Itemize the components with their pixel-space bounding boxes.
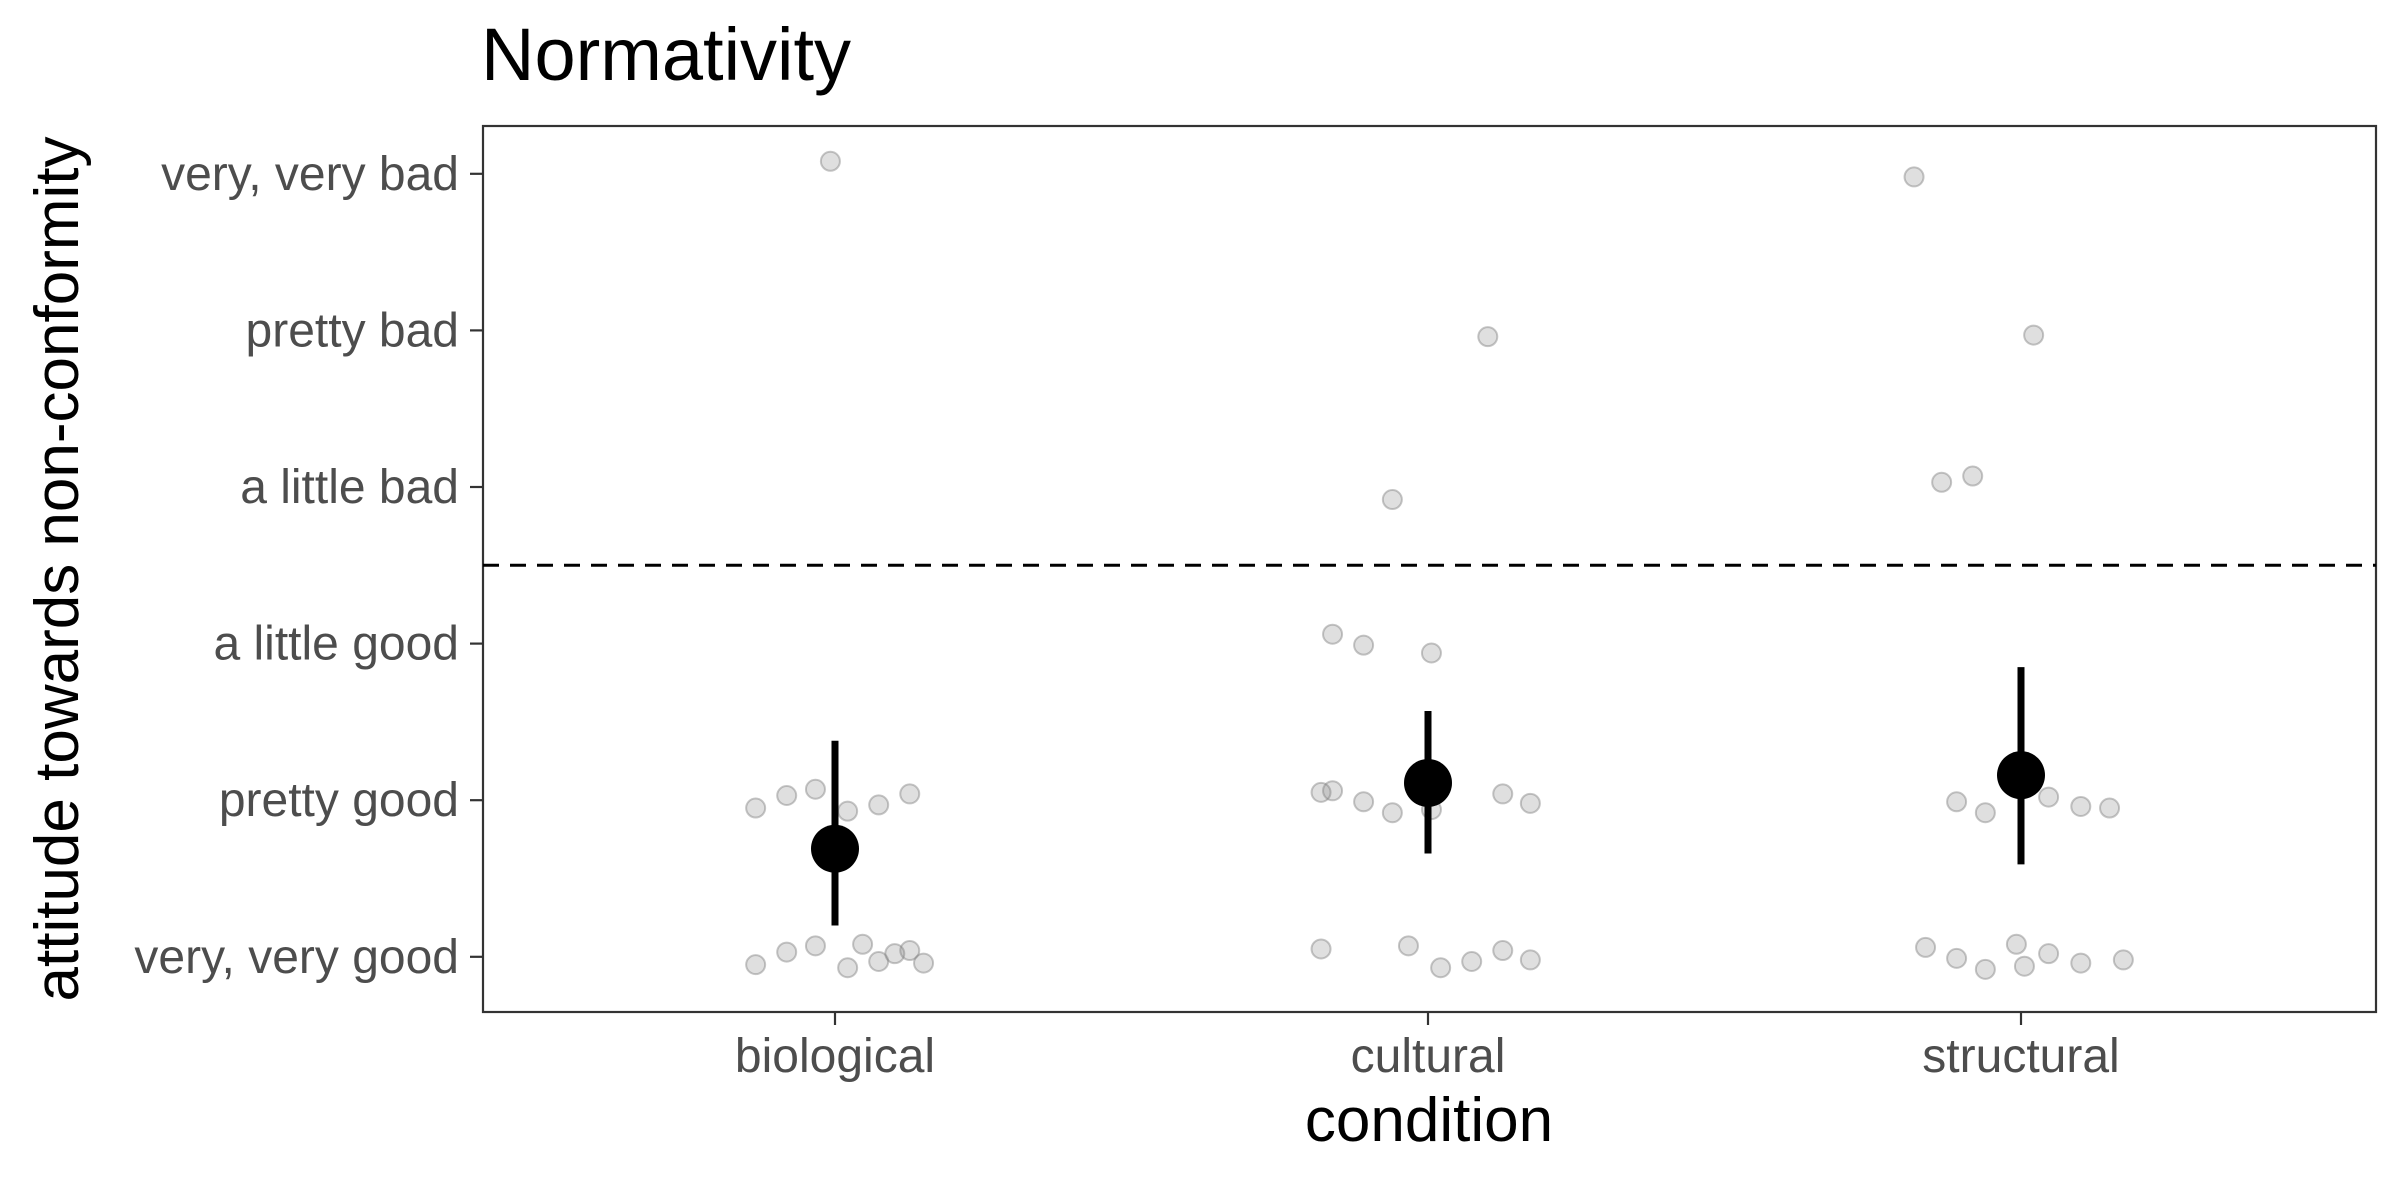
y-axis: very, very good pretty good a little good a… — [134, 148, 483, 984]
data-point — [1310, 781, 1332, 803]
data-point — [2112, 949, 2134, 971]
data-points — [745, 150, 2134, 980]
y-axis-title: attitude towards non-conformity — [23, 137, 92, 1002]
data-point — [804, 935, 826, 957]
data-point — [2099, 797, 2121, 819]
mean-point — [811, 824, 859, 873]
y-tick-label: a little good — [213, 618, 459, 671]
data-point — [899, 783, 921, 805]
data-point — [1430, 957, 1452, 979]
y-tick-label: pretty good — [219, 774, 459, 827]
data-point — [819, 150, 841, 172]
mean-point — [1997, 751, 2045, 800]
data-point — [837, 800, 859, 822]
data-point — [1962, 465, 1984, 487]
data-point — [745, 954, 767, 976]
data-point — [1492, 783, 1514, 805]
x-tick-label: cultural — [1351, 1030, 1506, 1083]
x-axis-title: condition — [1305, 1086, 1553, 1155]
mean-point — [1404, 758, 1452, 807]
data-point — [1420, 642, 1442, 664]
data-point — [868, 950, 890, 972]
data-point — [2070, 952, 2092, 974]
data-point — [1903, 166, 1925, 188]
data-point — [852, 933, 874, 955]
data-point — [1381, 489, 1403, 511]
data-point — [745, 797, 767, 819]
data-point — [1946, 947, 1968, 969]
y-tick-label: pretty bad — [246, 304, 459, 357]
data-point — [899, 940, 921, 962]
data-point — [2070, 795, 2092, 817]
data-point — [2005, 933, 2027, 955]
chart-title: Normativity — [481, 13, 851, 96]
data-point — [913, 952, 935, 974]
summary-markers — [811, 667, 2045, 926]
x-tick-label: biological — [735, 1030, 935, 1083]
data-point — [2023, 324, 2045, 346]
y-tick-label: very, very good — [134, 931, 459, 984]
data-point — [1397, 935, 1419, 957]
data-point — [1946, 791, 1968, 813]
data-point — [1974, 802, 1996, 824]
data-point — [1461, 950, 1483, 972]
data-point — [776, 785, 798, 807]
data-point — [1353, 791, 1375, 813]
data-point — [2038, 786, 2060, 808]
data-point — [1381, 802, 1403, 824]
y-tick-label: very, very bad — [161, 148, 459, 201]
data-point — [1322, 780, 1344, 802]
data-point — [1477, 326, 1499, 348]
data-point — [1310, 938, 1332, 960]
data-point — [1322, 623, 1344, 645]
x-axis: biological cultural structural — [735, 1012, 2120, 1083]
data-point — [1353, 634, 1375, 656]
plot-panel — [481, 124, 2378, 1014]
data-point — [1915, 936, 1937, 958]
data-point — [804, 778, 826, 800]
data-point — [1931, 471, 1953, 493]
data-point — [1519, 792, 1541, 814]
data-point — [884, 943, 906, 965]
data-point — [1974, 958, 1996, 980]
data-point — [868, 794, 890, 816]
data-point — [1492, 940, 1514, 962]
x-tick-label: structural — [1922, 1030, 2119, 1083]
data-point — [1519, 949, 1541, 971]
data-point — [2038, 943, 2060, 965]
y-tick-label: a little bad — [240, 461, 459, 514]
data-point — [776, 941, 798, 963]
data-point — [2013, 955, 2035, 977]
data-point — [837, 957, 859, 979]
